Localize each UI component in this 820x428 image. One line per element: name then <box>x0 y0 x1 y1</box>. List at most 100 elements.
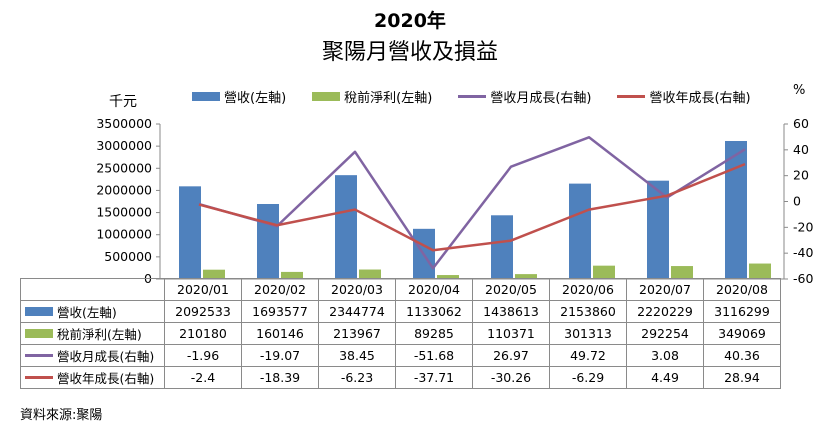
table-row-header: 營收月成長(右軸) <box>20 344 165 367</box>
table-cell: 2092533 <box>164 300 242 323</box>
table-cell: 1693577 <box>241 300 319 323</box>
left-axis-tick-label: 2000000 <box>96 182 152 197</box>
table-cell: -6.23 <box>318 366 396 389</box>
bar-pretax <box>203 269 225 279</box>
table-series-label: 營收(左軸) <box>57 305 117 320</box>
left-axis-tick-label: 1500000 <box>96 205 152 220</box>
bar-revenue <box>569 183 591 279</box>
bar-pretax <box>281 271 303 279</box>
category-label: 2020/06 <box>549 278 627 301</box>
table-cell: 1438613 <box>472 300 550 323</box>
legend-item-yoy: 營收年成長(右軸) <box>617 87 751 106</box>
table-header-row: 2020/01 2020/02 2020/03 2020/04 2020/05 2020/… <box>20 278 781 301</box>
table-cell: 3116299 <box>703 300 781 323</box>
right-axis-tick-label: 40 <box>793 142 809 157</box>
line-mom-growth <box>198 136 746 270</box>
table-legend-swatch <box>25 329 53 338</box>
table-cell: -19.07 <box>241 344 319 367</box>
category-label: 2020/02 <box>241 278 319 301</box>
table-cell: 49.72 <box>549 344 627 367</box>
table-cell: 349069 <box>703 322 781 345</box>
table-row: 稅前淨利(左軸) 210180 160146 213967 89285 110371 301… <box>20 322 781 345</box>
bar-revenue <box>179 186 201 279</box>
category-label: 2020/07 <box>626 278 704 301</box>
category-label: 2020/05 <box>472 278 550 301</box>
right-axis-unit: % <box>793 83 806 98</box>
right-axis-tick-label: -20 <box>793 219 813 234</box>
right-axis-tick-label: 20 <box>793 168 809 183</box>
category-label: 2020/03 <box>318 278 396 301</box>
legend-label-mom: 營收月成長(右軸) <box>490 91 592 106</box>
bar-revenue <box>725 140 747 279</box>
legend-label-revenue: 營收(左軸) <box>224 91 287 106</box>
table-cell: 40.36 <box>703 344 781 367</box>
table-cell: 2220229 <box>626 300 704 323</box>
table-cell: 160146 <box>241 322 319 345</box>
table-row: 營收(左軸) 2092533 1693577 2344774 1133062 143861… <box>20 300 781 323</box>
table-cell: 28.94 <box>703 366 781 389</box>
table-legend-swatch <box>25 354 53 357</box>
table-row-header: 稅前淨利(左軸) <box>20 322 165 345</box>
left-axis-unit: 千元 <box>109 94 137 110</box>
table-cell: -1.96 <box>164 344 242 367</box>
table-cell: 2153860 <box>549 300 627 323</box>
legend: 營收(左軸) 稅前淨利(左軸) 營收月成長(右軸) 營收年成長(右軸) <box>192 87 751 106</box>
source-note: 資料來源:聚陽 <box>20 408 103 423</box>
right-axis-tick-label: -40 <box>793 245 813 260</box>
category-label: 2020/01 <box>164 278 242 301</box>
legend-swatch-yoy <box>617 95 646 98</box>
line-yoy-growth <box>198 162 746 252</box>
left-axis-tick-label: 500000 <box>104 249 152 264</box>
data-table: 2020/01 2020/02 2020/03 2020/04 2020/05 2020/… <box>20 278 781 389</box>
table-row-header: 營收(左軸) <box>20 300 165 323</box>
legend-label-yoy: 營收年成長(右軸) <box>649 91 751 106</box>
legend-item-pretax: 稅前淨利(左軸) <box>312 87 432 106</box>
bar-pretax <box>515 274 537 279</box>
bar-revenue <box>257 203 279 279</box>
table-series-label: 營收年成長(右軸) <box>57 371 155 386</box>
table-cell: 38.45 <box>318 344 396 367</box>
legend-swatch-pretax <box>312 92 341 101</box>
chart-plot: 0 500000 1000000 1500000 2000000 2500000 30000… <box>96 116 813 286</box>
bar-revenue <box>335 175 357 279</box>
table-corner-cell <box>20 278 165 301</box>
table-cell: -18.39 <box>241 366 319 389</box>
bar-pretax <box>593 265 615 279</box>
table-cell: -6.29 <box>549 366 627 389</box>
right-axis-tick-label: -60 <box>793 271 813 286</box>
chart-title: 2020年 <box>374 10 446 32</box>
table-row: 營收年成長(右軸) -2.4 -18.39 -6.23 -37.71 -30.26 -6.2… <box>20 366 781 389</box>
bar-pretax <box>359 269 381 279</box>
table-cell: -37.71 <box>395 366 473 389</box>
table-cell: 3.08 <box>626 344 704 367</box>
table-legend-swatch <box>25 307 53 316</box>
legend-swatch-revenue <box>192 92 220 101</box>
table-legend-swatch <box>25 376 53 379</box>
bar-pretax <box>749 263 771 279</box>
bar-revenue <box>647 180 669 279</box>
table-series-label: 稅前淨利(左軸) <box>57 327 142 342</box>
bar-pretax <box>671 266 693 279</box>
category-label: 2020/08 <box>703 278 781 301</box>
legend-item-revenue: 營收(左軸) <box>192 87 286 106</box>
table-cell: 89285 <box>395 322 473 345</box>
table-cell: 301313 <box>549 322 627 345</box>
legend-label-pretax: 稅前淨利(左軸) <box>344 91 433 106</box>
table-cell: 4.49 <box>626 366 704 389</box>
table-cell: 2344774 <box>318 300 396 323</box>
table-series-label: 營收月成長(右軸) <box>57 349 155 364</box>
bar-pretax <box>437 275 459 279</box>
table-cell: -2.4 <box>164 366 242 389</box>
table-cell: 26.97 <box>472 344 550 367</box>
chart-subtitle: 聚陽月營收及損益 <box>321 40 498 65</box>
bar-revenue <box>491 215 513 279</box>
table-row: 營收月成長(右軸) -1.96 -19.07 38.45 -51.68 26.97 49.7… <box>20 344 781 367</box>
table-cell: -30.26 <box>472 366 550 389</box>
table-cell: 210180 <box>164 322 242 345</box>
category-label: 2020/04 <box>395 278 473 301</box>
left-axis-tick-label: 2500000 <box>96 160 152 175</box>
table-row-header: 營收年成長(右軸) <box>20 366 165 389</box>
legend-swatch-mom <box>458 95 487 98</box>
table-cell: 292254 <box>626 322 704 345</box>
right-axis-tick-label: 60 <box>793 116 809 131</box>
